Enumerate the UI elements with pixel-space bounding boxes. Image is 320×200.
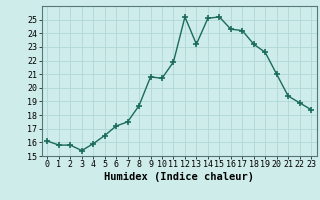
X-axis label: Humidex (Indice chaleur): Humidex (Indice chaleur)	[104, 172, 254, 182]
